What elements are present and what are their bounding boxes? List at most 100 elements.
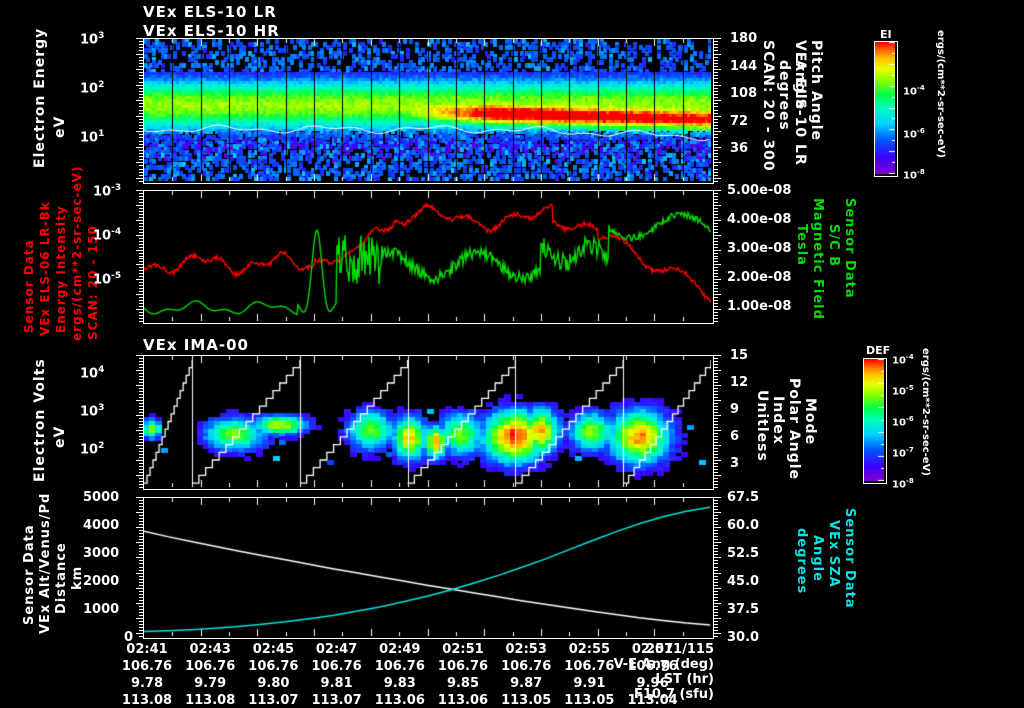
panel1-title-lr: VEx ELS-10 LR bbox=[143, 3, 277, 21]
panel1-ytick-0: 103 bbox=[80, 31, 105, 48]
panel4-ytick-3: 2000 bbox=[83, 574, 120, 589]
panel1-rlabel-angle: Angle bbox=[792, 60, 808, 111]
panel4-ytick-5: 0 bbox=[124, 630, 134, 645]
panel1-ylabel: Electron Energy bbox=[32, 27, 48, 168]
table-row-ve-ang: V-E Ang (deg) bbox=[0, 657, 720, 672]
panel1-ytick-1: 102 bbox=[80, 80, 105, 97]
panel1-left-ticks bbox=[136, 38, 144, 182]
panel1-title-hr: VEx ELS-10 HR bbox=[143, 22, 280, 40]
footer-f107-1: 113.08 bbox=[185, 693, 236, 708]
panel4-rtick-1: 60.0 bbox=[727, 518, 760, 533]
panel2-rtick-2: 3.00e-08 bbox=[727, 241, 792, 256]
footer-f107-8: 113.04 bbox=[627, 693, 678, 708]
panel4-plot-area bbox=[143, 497, 714, 639]
footer-time-8: 02:57 bbox=[631, 642, 674, 657]
footer-f107-0: 113.08 bbox=[121, 693, 173, 708]
panel2-llabel-instrument: VEx ELS-06 LR-Bk bbox=[38, 201, 52, 336]
panel4-rlabel-angle: Angle bbox=[810, 535, 825, 582]
panel2-rtick-4: 1.00e-08 bbox=[727, 299, 792, 314]
footer-ve-ang-2: 106.76 bbox=[248, 659, 299, 674]
footer-time-3: 02:47 bbox=[315, 642, 358, 657]
panel1-colorbar-tick-0: 10-4 bbox=[903, 84, 925, 98]
panel2-rlabel-magnetic-field: Magnetic Field bbox=[810, 198, 825, 320]
panel3-rlabel-mode: Mode bbox=[802, 398, 818, 446]
panel2-right-ticks bbox=[713, 190, 721, 322]
panel3-yunit: eV bbox=[52, 425, 68, 448]
footer-lst-8: 9.96 bbox=[636, 676, 669, 691]
panel4-rtick-5: 30.0 bbox=[727, 630, 760, 645]
footer-lst-6: 9.87 bbox=[510, 676, 543, 691]
panel3-colorbar-tick-2: 10-6 bbox=[892, 415, 914, 429]
panel1-colorbar-tick-2: 10-8 bbox=[903, 168, 925, 182]
panel1-rtick-0: 180 bbox=[730, 31, 758, 46]
panel3-right-ticks bbox=[713, 355, 721, 488]
panel3-rtick-4: 3 bbox=[730, 456, 740, 471]
panel1-right-ticks bbox=[713, 38, 721, 182]
panel2-rtick-1: 4.00e-08 bbox=[727, 212, 792, 227]
footer-lst-4: 9.83 bbox=[383, 676, 416, 691]
panel3-colorbar-tick-0: 10-4 bbox=[892, 353, 914, 367]
panel1-rtick-3: 72 bbox=[730, 114, 749, 129]
footer-f107-3: 113.07 bbox=[311, 693, 362, 708]
footer-ve-ang-1: 106.76 bbox=[185, 659, 236, 674]
footer-lst-2: 9.80 bbox=[257, 676, 290, 691]
panel1-colorbar-tick-1: 10-6 bbox=[903, 127, 925, 141]
panel4-ytick-0: 5000 bbox=[83, 490, 120, 505]
panel4-rtick-0: 67.5 bbox=[727, 490, 760, 505]
panel1-colorbar-title: EI bbox=[880, 28, 892, 41]
footer-label-ve-ang: V-E Ang (deg) bbox=[613, 657, 714, 672]
footer-ve-ang-6: 106.76 bbox=[501, 659, 552, 674]
panel1-rlabel-degrees: degrees bbox=[776, 60, 792, 131]
panel1-rtick-1: 144 bbox=[730, 59, 758, 74]
footer-label-lst: LST (hr) bbox=[655, 672, 714, 687]
panel2-rtick-3: 2.00e-08 bbox=[727, 270, 792, 285]
panel4-ytick-2: 3000 bbox=[83, 546, 120, 561]
panel4-left-ticks bbox=[136, 497, 144, 637]
footer-time-1: 02:43 bbox=[189, 642, 231, 657]
footer-lst-7: 9.91 bbox=[573, 676, 606, 691]
footer-label-f107: F10.7 (sfu) bbox=[633, 687, 714, 702]
panel4-rlabel-degrees: degrees bbox=[794, 528, 809, 595]
panel1-colorbar bbox=[874, 41, 898, 177]
panel3-colorbar-tick-3: 10-7 bbox=[892, 446, 914, 460]
footer-ve-ang-8: 106.76 bbox=[627, 659, 678, 674]
panel3-rtick-2: 9 bbox=[730, 402, 740, 417]
footer-lst-5: 9.85 bbox=[446, 676, 480, 691]
panel3-ytick-0: 104 bbox=[80, 365, 105, 382]
panel1-rlabel-pitch-angle: Pitch Angle bbox=[808, 40, 824, 142]
panel2-llabel-sensor: Sensor Data bbox=[22, 239, 36, 333]
footer-ve-ang-5: 106.76 bbox=[437, 659, 489, 674]
panel3-rtick-0: 15 bbox=[730, 348, 749, 363]
footer-time-6: 02:53 bbox=[505, 642, 547, 657]
panel2-rlabel-sensor: Sensor Data bbox=[842, 198, 857, 299]
panel2-llabel-unit: ergs/(cm**2-sr-sec-eV) bbox=[70, 165, 84, 341]
footer-time-2: 02:45 bbox=[252, 642, 295, 657]
panel3-colorbar-tick-1: 10-5 bbox=[892, 384, 914, 398]
panel3-colorbar-title: DEF bbox=[866, 344, 891, 357]
panel4-rtick-3: 45.0 bbox=[727, 574, 760, 589]
panel4-rtick-2: 52.5 bbox=[727, 546, 760, 561]
panel2-ytick-1: 10-4 bbox=[93, 227, 122, 244]
footer-ve-ang-0: 106.76 bbox=[121, 659, 173, 674]
panel2-ytick-2: 10-5 bbox=[93, 271, 122, 288]
panel1-plot-area bbox=[143, 38, 714, 184]
footer-time-0: 02:41 bbox=[126, 642, 168, 657]
panel4-ytick-1: 4000 bbox=[83, 518, 120, 533]
panel3-plot-area bbox=[143, 355, 714, 490]
footer-ve-ang-3: 106.76 bbox=[311, 659, 362, 674]
panel3-title: VEx IMA-00 bbox=[143, 336, 249, 354]
table-row-f107: F10.7 (sfu) bbox=[0, 687, 720, 702]
footer-time-7: 02:55 bbox=[568, 642, 611, 657]
panel2-llabel-quantity: Energy Intensity bbox=[54, 205, 68, 333]
panel3-rtick-1: 12 bbox=[730, 375, 749, 390]
panel3-rlabel-unitless: Unitless bbox=[754, 390, 770, 462]
panel4-ytick-4: 1000 bbox=[83, 602, 120, 617]
panel1-rtick-2: 108 bbox=[730, 86, 758, 101]
footer-time-5: 02:51 bbox=[442, 642, 484, 657]
panel3-rlabel-index: Index bbox=[770, 396, 786, 445]
panel2-left-ticks bbox=[136, 190, 144, 322]
panel3-ylabel: Electron Volts bbox=[32, 358, 48, 482]
panel2-rtick-0: 5.00e-08 bbox=[727, 183, 792, 198]
panel2-plot-area bbox=[143, 190, 714, 324]
